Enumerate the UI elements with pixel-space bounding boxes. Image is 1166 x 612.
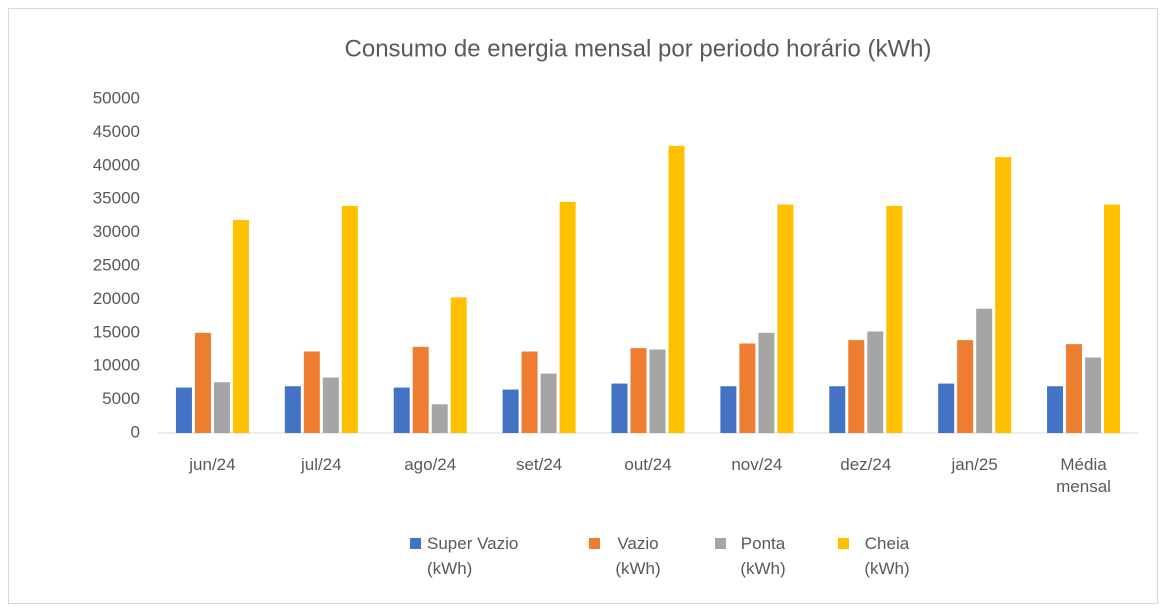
bar (976, 308, 993, 433)
bar (630, 348, 647, 433)
x-tick-label: ago/24 (404, 455, 457, 474)
legend-swatch (410, 538, 421, 549)
bar (1104, 204, 1121, 433)
legend-label: Ponta (kWh) (740, 534, 786, 578)
bar (194, 332, 211, 433)
legend-label: Cheia (kWh) (864, 534, 910, 578)
bar (341, 205, 358, 433)
bar (232, 219, 249, 433)
legend-item: Ponta (kWh) (715, 531, 794, 581)
legend-label: Vazio (kWh) (615, 534, 661, 578)
bar (450, 297, 467, 433)
y-tick-label: 5000 (102, 389, 140, 408)
x-tick-label: nov/24 (731, 455, 783, 474)
bar (431, 404, 448, 433)
bar (886, 205, 903, 433)
bar (720, 386, 737, 433)
y-tick-label: 0 (131, 422, 140, 441)
bar (611, 383, 628, 433)
y-tick-label: 15000 (93, 322, 140, 341)
y-tick-label: 30000 (93, 222, 140, 241)
legend-label: Super Vazio (kWh) (427, 534, 519, 578)
x-tick-label: jul/24 (301, 455, 342, 474)
bar (1066, 344, 1083, 433)
bar (284, 386, 301, 433)
bar (502, 389, 519, 433)
x-tick-label: Média mensal (1056, 455, 1111, 496)
chart-frame (8, 8, 1158, 604)
x-tick-label: out/24 (624, 455, 672, 474)
bar (322, 377, 339, 433)
bar (412, 346, 429, 433)
bar (175, 387, 192, 433)
x-tick-label: jun/24 (189, 455, 236, 474)
x-tick-label: jan/25 (951, 455, 998, 474)
legend-swatch (838, 538, 849, 549)
bar (739, 343, 756, 433)
legend-item: Cheia (kWh) (838, 531, 919, 581)
bar (758, 332, 775, 433)
bar (521, 351, 538, 433)
x-tick-label: set/24 (515, 455, 563, 474)
bar (848, 340, 865, 433)
y-tick-label: 20000 (93, 289, 140, 308)
y-tick-label: 10000 (93, 356, 140, 375)
bar (540, 373, 557, 433)
bar (938, 383, 955, 433)
bar (957, 340, 974, 433)
x-tick-label: dez/24 (840, 455, 892, 474)
legend-item: Super Vazio (kWh) (410, 531, 547, 581)
legend-swatch (589, 538, 600, 549)
bar (1047, 386, 1064, 433)
bar (1085, 357, 1102, 433)
legend-item: Vazio (kWh) (589, 531, 670, 581)
bar (559, 201, 576, 433)
bar (393, 387, 410, 433)
legend-swatch (715, 538, 726, 549)
bar (213, 382, 230, 433)
bar (303, 351, 320, 433)
y-tick-label: 50000 (93, 88, 140, 107)
bar (867, 331, 884, 433)
chart-title: Consumo de energia mensal por periodo ho… (345, 35, 932, 62)
bar (995, 157, 1012, 433)
bar (649, 349, 666, 433)
bar (668, 145, 685, 433)
bar (777, 204, 794, 433)
y-tick-label: 40000 (93, 155, 140, 174)
y-tick-label: 25000 (93, 255, 140, 274)
bar (829, 386, 846, 433)
y-tick-label: 45000 (93, 122, 140, 141)
y-tick-label: 35000 (93, 189, 140, 208)
